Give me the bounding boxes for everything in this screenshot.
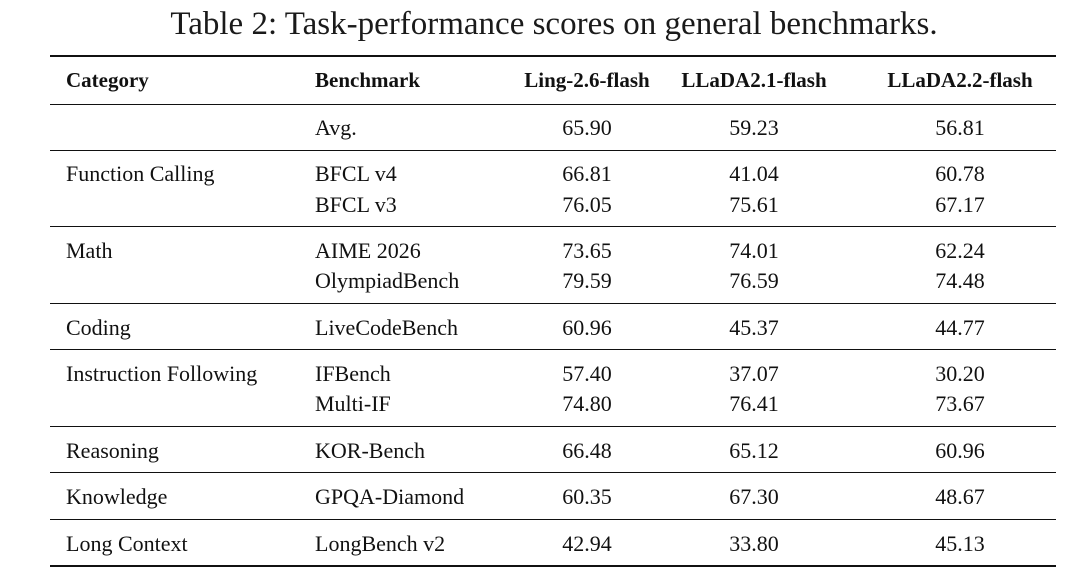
cell-score: 76.05 [562, 192, 612, 217]
header-rule [50, 104, 1056, 105]
group-divider [50, 303, 1056, 304]
group-divider [50, 150, 1056, 151]
cell-benchmark: Multi-IF [315, 391, 391, 416]
cell-score: 65.90 [562, 115, 612, 140]
cell-category: Coding [66, 315, 131, 340]
cell-benchmark: LongBench v2 [315, 531, 446, 556]
cell-score: 30.20 [935, 361, 985, 386]
cell-score: 33.80 [729, 531, 779, 556]
cell-benchmark: AIME 2026 [315, 238, 421, 263]
bottom-rule [50, 565, 1056, 567]
cell-score: 74.80 [562, 391, 612, 416]
cell-score: 45.37 [729, 315, 779, 340]
cell-score: 74.01 [729, 238, 779, 263]
cell-score: 48.67 [935, 484, 985, 509]
cell-category: Long Context [66, 531, 188, 556]
group-divider [50, 472, 1056, 473]
cell-benchmark: BFCL v4 [315, 161, 397, 186]
cell-score: 60.35 [562, 484, 612, 509]
cell-score: 45.13 [935, 531, 985, 556]
header-model-2: LLaDA2.1-flash [681, 68, 827, 92]
header-model-1: Ling-2.6-flash [524, 68, 650, 92]
cell-benchmark: BFCL v3 [315, 192, 397, 217]
cell-score: 44.77 [935, 315, 985, 340]
cell-score: 65.12 [729, 438, 779, 463]
cell-score: 66.81 [562, 161, 612, 186]
cell-benchmark: Avg. [315, 115, 357, 140]
cell-score: 60.96 [562, 315, 612, 340]
cell-benchmark: KOR-Bench [315, 438, 425, 463]
cell-score: 75.61 [729, 192, 779, 217]
cell-score: 73.67 [935, 391, 985, 416]
cell-score: 76.59 [729, 268, 779, 293]
group-divider [50, 349, 1056, 350]
cell-score: 56.81 [935, 115, 985, 140]
group-divider [50, 226, 1056, 227]
cell-category: Function Calling [66, 161, 215, 186]
cell-score: 79.59 [562, 268, 612, 293]
cell-category: Knowledge [66, 484, 168, 509]
group-divider [50, 519, 1056, 520]
table-caption: Table 2: Task-performance scores on gene… [170, 6, 938, 42]
header-model-3: LLaDA2.2-flash [887, 68, 1033, 92]
cell-benchmark: GPQA-Diamond [315, 484, 465, 509]
cell-score: 60.78 [935, 161, 985, 186]
cell-score: 74.48 [935, 268, 985, 293]
cell-benchmark: IFBench [315, 361, 391, 386]
cell-benchmark: LiveCodeBench [315, 315, 458, 340]
header-category: Category [66, 68, 149, 92]
cell-score: 66.48 [562, 438, 612, 463]
cell-score: 73.65 [562, 238, 612, 263]
cell-score: 67.17 [935, 192, 985, 217]
cell-category: Math [66, 238, 113, 263]
cell-benchmark: OlympiadBench [315, 268, 460, 293]
cell-score: 37.07 [729, 361, 779, 386]
cell-score: 76.41 [729, 391, 779, 416]
cell-category: Reasoning [66, 438, 159, 463]
cell-score: 57.40 [562, 361, 612, 386]
header-benchmark: Benchmark [315, 68, 420, 92]
cell-score: 62.24 [935, 238, 985, 263]
cell-category: Instruction Following [66, 361, 258, 386]
cell-score: 42.94 [562, 531, 612, 556]
top-rule [50, 55, 1056, 57]
cell-score: 41.04 [729, 161, 779, 186]
cell-score: 67.30 [729, 484, 779, 509]
cell-score: 59.23 [729, 115, 779, 140]
group-divider [50, 426, 1056, 427]
cell-score: 60.96 [935, 438, 985, 463]
